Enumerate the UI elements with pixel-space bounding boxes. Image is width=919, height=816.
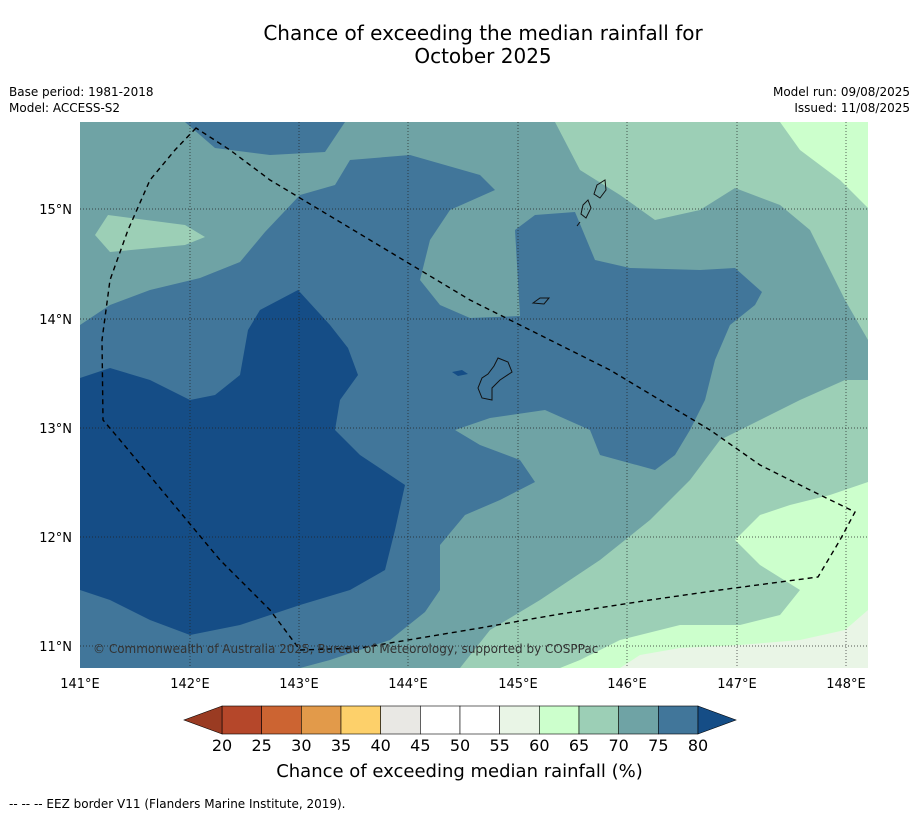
lat-tick-label: 11°N bbox=[39, 640, 72, 655]
colorbar-bin bbox=[539, 705, 580, 735]
colorbar-tick-label: 45 bbox=[410, 736, 430, 755]
lat-tick-label: 14°N bbox=[39, 313, 72, 328]
colorbar-bin bbox=[658, 705, 699, 735]
colorbar-bin bbox=[380, 705, 421, 735]
gridlines bbox=[80, 122, 868, 668]
saipan-island bbox=[593, 179, 607, 199]
lat-tick-label: 13°N bbox=[39, 422, 72, 437]
colorbar-tick-label: 60 bbox=[529, 736, 549, 755]
colorbar-tick-label: 55 bbox=[489, 736, 509, 755]
colorbar-tick-label: 50 bbox=[450, 736, 470, 755]
colorbar-tick-label: 80 bbox=[688, 736, 708, 755]
island-fragment bbox=[576, 221, 581, 227]
colorbar-tick-label: 40 bbox=[370, 736, 390, 755]
tinian-island bbox=[580, 199, 592, 219]
colorbar-bin bbox=[261, 705, 302, 735]
colorbar-bin bbox=[301, 705, 342, 735]
colorbar-tick-label: 35 bbox=[331, 736, 351, 755]
lon-tick-label: 143°E bbox=[279, 677, 319, 692]
eez-border bbox=[101, 127, 856, 651]
copyright-text: © Commonwealth of Australia 2025, Bureau… bbox=[93, 642, 598, 656]
latitude-ticks: 15°N 14°N 13°N 12°N 11°N bbox=[39, 203, 72, 655]
colorbar-tick-label: 30 bbox=[291, 736, 311, 755]
contour-60-65-east bbox=[560, 122, 868, 668]
colorbar-tick-label: 25 bbox=[251, 736, 271, 755]
lon-tick-label: 145°E bbox=[498, 677, 538, 692]
contour-55-60-southeast bbox=[620, 610, 868, 668]
guam-island bbox=[477, 357, 513, 401]
colorbar-label: Chance of exceeding median rainfall (%) bbox=[276, 761, 643, 782]
eez-footnote: -- -- -- EEZ border V11 (Flanders Marine… bbox=[9, 797, 346, 811]
colorbar-bin bbox=[578, 705, 619, 735]
colorbar-tick-label: 65 bbox=[569, 736, 589, 755]
bank-patch bbox=[452, 370, 468, 376]
colorbar-bin bbox=[221, 705, 262, 735]
colorbar-bin bbox=[459, 705, 500, 735]
meta-right: Model run: 09/08/2025 Issued: 11/08/2025 bbox=[773, 84, 910, 116]
lon-tick-label: 141°E bbox=[60, 677, 100, 692]
colorbar-over-arrow bbox=[697, 705, 737, 735]
colorbar-bin bbox=[499, 705, 540, 735]
colorbar-bin bbox=[420, 705, 461, 735]
colorbar-bin bbox=[340, 705, 381, 735]
lon-tick-label: 146°E bbox=[607, 677, 647, 692]
meta-left: Base period: 1981-2018 Model: ACCESS-S2 bbox=[9, 84, 154, 116]
model-text: Model: ACCESS-S2 bbox=[9, 101, 121, 115]
contour-65-70-west bbox=[95, 215, 205, 252]
colorbar-tick-label: 75 bbox=[648, 736, 668, 755]
lat-tick-label: 12°N bbox=[39, 531, 72, 546]
model-run-text: Model run: 09/08/2025 bbox=[772, 85, 910, 99]
colorbar-bin bbox=[618, 705, 659, 735]
colorbar-tick-label: 20 bbox=[212, 736, 232, 755]
map-contours bbox=[80, 122, 868, 668]
chart-title-line-2: October 2025 bbox=[414, 44, 552, 68]
lon-tick-label: 147°E bbox=[717, 677, 757, 692]
base-period-text: Base period: 1981-2018 bbox=[9, 85, 154, 99]
lon-tick-label: 144°E bbox=[388, 677, 428, 692]
rota-island bbox=[531, 297, 551, 305]
colorbar: 20 25 30 35 40 45 50 55 60 65 70 75 80 bbox=[183, 705, 737, 755]
lon-tick-label: 148°E bbox=[826, 677, 866, 692]
chart-title-line-1: Chance of exceeding the median rainfall … bbox=[263, 21, 703, 45]
contour-80-plus bbox=[80, 290, 405, 635]
colorbar-tick-label: 70 bbox=[608, 736, 628, 755]
lat-tick-label: 15°N bbox=[39, 203, 72, 218]
longitude-ticks: 141°E 142°E 143°E 144°E 145°E 146°E 147°… bbox=[60, 677, 866, 692]
colorbar-under-arrow bbox=[183, 705, 223, 735]
lon-tick-label: 142°E bbox=[170, 677, 210, 692]
issued-text: Issued: 11/08/2025 bbox=[794, 101, 910, 115]
